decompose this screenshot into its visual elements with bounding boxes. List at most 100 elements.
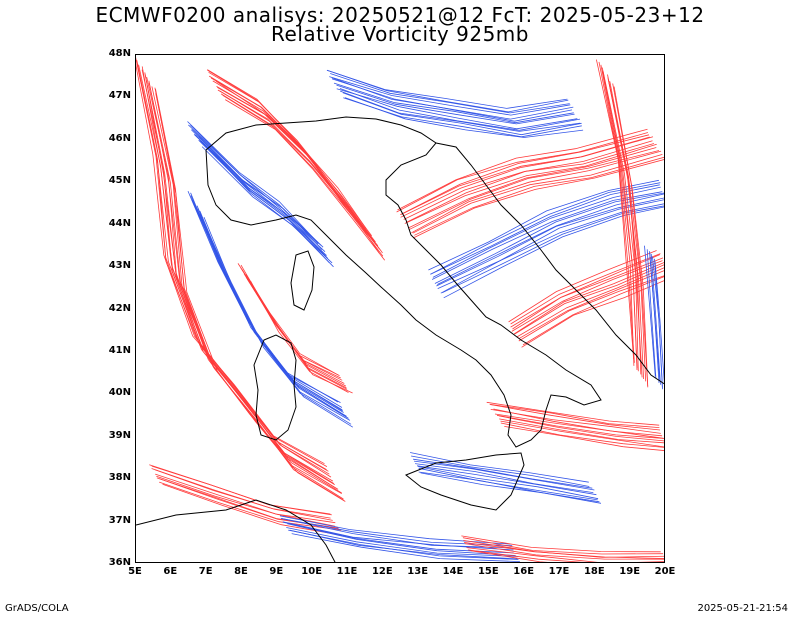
negative-vorticity-contour — [418, 471, 600, 503]
positive-vorticity-contour — [413, 159, 664, 239]
positive-vorticity-contour — [496, 414, 664, 439]
positive-vorticity-contour — [400, 136, 650, 215]
positive-vorticity-contour — [596, 59, 634, 360]
lat-label: 40N — [108, 387, 131, 399]
negative-vorticity-contour — [652, 256, 663, 388]
negative-vorticity-contour — [330, 73, 570, 114]
positive-vorticity-contour — [224, 99, 386, 261]
lat-label: 36N — [108, 557, 131, 568]
lon-label: 6E — [163, 566, 178, 577]
lon-label: 5E — [128, 566, 142, 577]
negative-vorticity-contour — [287, 523, 516, 556]
negative-vorticity-contour — [340, 90, 581, 132]
lon-label: 11E — [336, 566, 358, 577]
positive-vorticity-contour — [467, 549, 585, 562]
negative-vorticity-contour — [197, 208, 347, 417]
positive-vorticity-contour — [208, 75, 373, 237]
lat-label: 46N — [108, 132, 131, 144]
positive-vorticity-contour — [397, 128, 648, 211]
positive-vorticity-contour — [470, 550, 548, 562]
lon-label: 8E — [234, 566, 248, 577]
positive-vorticity-contour — [155, 93, 346, 502]
lon-label: 20E — [654, 566, 676, 577]
negative-vorticity-contour — [196, 205, 346, 417]
lat-label: 41N — [108, 344, 131, 356]
positive-vorticity-contour — [612, 83, 649, 387]
positive-vorticity-contour — [155, 88, 345, 501]
lat-label: 48N — [108, 48, 131, 59]
lat-label: 42N — [108, 302, 131, 314]
sicily-coastline — [405, 452, 525, 511]
positive-vorticity-contour — [461, 535, 661, 553]
positive-vorticity-contour — [412, 154, 663, 234]
positive-vorticity-contour — [396, 132, 649, 213]
positive-vorticity-contour — [222, 94, 384, 257]
negative-vorticity-contour — [198, 136, 327, 257]
positive-vorticity-contour — [411, 150, 662, 234]
positive-vorticity-contour — [151, 465, 332, 516]
positive-vorticity-contour — [136, 60, 327, 470]
lat-label: 38N — [108, 472, 131, 484]
positive-vorticity-contour — [162, 483, 341, 536]
negative-vorticity-contour — [199, 210, 351, 421]
positive-vorticity-contour — [463, 542, 664, 559]
negative-vorticity-contour — [336, 84, 575, 125]
lon-label: 19E — [619, 566, 641, 577]
positive-vorticity-contour — [136, 63, 329, 472]
lon-label: 17E — [548, 566, 570, 577]
positive-vorticity-contour — [207, 69, 368, 232]
positive-vorticity-contour — [613, 86, 649, 388]
lon-label: 7E — [198, 566, 213, 577]
positive-vorticity-contour — [602, 71, 639, 372]
positive-vorticity-contour — [489, 403, 660, 428]
lon-label: 13E — [407, 566, 429, 577]
negative-vorticity-contour — [413, 458, 593, 489]
negative-vorticity-contour — [410, 452, 589, 483]
positive-vorticity-contour — [462, 537, 664, 555]
positive-vorticity-contour — [519, 270, 664, 339]
positive-vorticity-contour — [494, 413, 664, 439]
negative-vorticity-contour — [344, 97, 584, 138]
positive-vorticity-contour — [500, 422, 664, 448]
lat-label: 43N — [108, 260, 131, 272]
positive-vorticity-contour — [466, 547, 664, 562]
negative-vorticity-contour — [288, 529, 519, 560]
negative-vorticity-contour — [428, 179, 659, 271]
negative-vorticity-contour — [329, 76, 571, 116]
positive-vorticity-contour — [493, 408, 663, 437]
positive-vorticity-contour — [609, 81, 647, 382]
positive-vorticity-contour — [207, 69, 367, 229]
corsica-coastline — [290, 250, 315, 311]
positive-vorticity-contour — [513, 262, 664, 335]
negative-vorticity-contour — [190, 195, 343, 408]
negative-vorticity-contour — [282, 521, 514, 551]
negative-vorticity-contour — [286, 527, 519, 557]
positive-vorticity-contour — [498, 415, 664, 442]
lat-label: 44N — [108, 217, 131, 229]
lat-label: 37N — [108, 514, 131, 526]
negative-vorticity-contour — [201, 146, 334, 268]
positive-vorticity-contour — [247, 279, 348, 390]
negative-vorticity-contour — [281, 518, 513, 547]
negative-vorticity-contour — [187, 121, 318, 243]
title-line-2: Relative Vorticity 925mb — [271, 22, 529, 46]
lat-label: 45N — [108, 175, 131, 187]
positive-vorticity-contour — [159, 481, 342, 531]
positive-vorticity-contour — [400, 134, 650, 216]
positive-vorticity-contour — [511, 260, 663, 332]
negative-vorticity-contour — [434, 192, 664, 284]
negative-vorticity-contour — [437, 199, 664, 289]
positive-vorticity-contour — [217, 87, 379, 247]
negative-vorticity-contour — [443, 206, 664, 299]
lat-label: 39N — [108, 429, 131, 441]
positive-vorticity-contour — [154, 469, 333, 521]
positive-vorticity-contour — [237, 263, 339, 376]
positive-vorticity-contour — [504, 426, 664, 451]
positive-vorticity-contour — [241, 269, 343, 381]
negative-vorticity-contour — [415, 463, 594, 493]
positive-vorticity-contour — [405, 143, 655, 223]
negative-vorticity-contour — [202, 142, 333, 264]
lon-label: 16E — [513, 566, 535, 577]
positive-vorticity-contour — [220, 93, 383, 254]
vorticity-map — [136, 57, 664, 562]
